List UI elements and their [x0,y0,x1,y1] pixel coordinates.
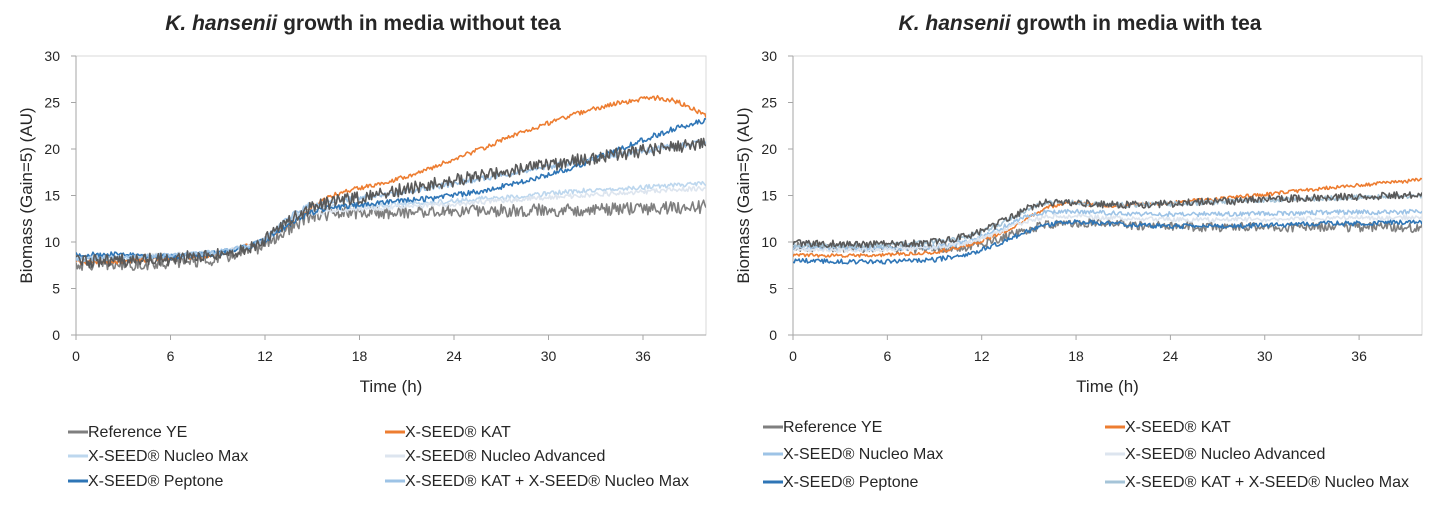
chart-title: K. hansenii growth in media with tea [899,12,1262,35]
chart-panel-1: K. hansenii growth in media without tea 0… [17,12,707,490]
y-tick-label: 25 [761,95,777,111]
y-tick-label: 30 [44,48,60,64]
chart-title-italic: K. hansenii [165,12,278,35]
legend-label: X-SEED® KAT [405,424,511,441]
x-tick-label: 24 [1163,348,1179,364]
series-line-extra [76,137,706,269]
y-tick-label: 10 [44,234,60,250]
series-line-x-seed-nucleo-max [76,180,706,261]
legend-label: X-SEED® KAT + X-SEED® Nucleo Max [405,473,689,490]
legend-label: X-SEED® Nucleo Max [783,446,943,463]
chart-title-rest: growth in media without tea [277,12,561,35]
series-line-x-seed-nucleo-advanced [793,213,1422,254]
legend-label: X-SEED® KAT [1125,419,1231,436]
y-tick-label: 5 [769,281,777,297]
legend-label: Reference YE [783,419,882,436]
x-tick-label: 30 [1257,348,1273,364]
y-tick-label: 15 [761,188,777,204]
series-line-x-seed-peptone [793,219,1422,265]
legend: Reference YE X-SEED® KAT X-SEED® Nucleo Ma… [68,424,689,490]
x-tick-label: 36 [635,348,651,364]
legend: Reference YE X-SEED® KAT X-SEED® Nucleo Ma… [763,419,1409,491]
y-axis-label: Biomass (Gain=5) (AU) [17,107,36,283]
x-tick-label: 18 [1068,348,1084,364]
x-tick-label: 12 [974,348,990,364]
x-tick-label: 6 [167,348,175,364]
x-tick-label: 18 [352,348,368,364]
legend-label: X-SEED® KAT + X-SEED® Nucleo Max [1125,474,1409,491]
x-tick-label: 30 [541,348,557,364]
y-tick-label: 0 [52,327,60,343]
y-tick-label: 20 [761,141,777,157]
plot-area-border [75,55,707,336]
y-tick-label: 20 [44,141,60,157]
legend-label: X-SEED® Nucleo Max [88,448,248,465]
x-tick-label: 12 [257,348,273,364]
y-tick-label: 25 [44,95,60,111]
chart-title-rest: growth in media with tea [1011,12,1262,35]
chart-panel-2: K. hansenii growth in media with tea 0 5 10… [734,12,1423,491]
series-line-x-seed-kat [76,94,706,265]
legend-label: X-SEED® Peptone [88,473,224,490]
legend-label: Reference YE [88,424,187,441]
y-tick-label: 0 [769,327,777,343]
y-tick-label: 10 [761,234,777,250]
x-tick-label: 6 [883,348,891,364]
legend-label: X-SEED® Peptone [783,474,919,491]
x-tick-label: 24 [446,348,462,364]
series-line-x-seed-nucleo-advanced [76,185,706,260]
chart-title: K. hansenii growth in media without tea [165,12,561,35]
y-tick-label: 5 [52,281,60,297]
x-axis-label: Time (h) [360,377,423,396]
legend-label: X-SEED® Nucleo Advanced [405,448,605,465]
y-tick-label: 15 [44,188,60,204]
chart-title-italic: K. hansenii [899,12,1012,35]
series-line-x-seed-kat [793,177,1422,258]
y-tick-label: 30 [761,48,777,64]
x-tick-label: 36 [1351,348,1367,364]
x-axis-label: Time (h) [1076,377,1139,396]
x-tick-label: 0 [72,348,80,364]
y-axis-label: Biomass (Gain=5) (AU) [734,107,753,283]
series-group [793,177,1422,265]
x-tick-label: 0 [789,348,797,364]
series-group [76,94,706,271]
legend-label: X-SEED® Nucleo Advanced [1125,446,1325,463]
series-line-extra [793,191,1422,249]
